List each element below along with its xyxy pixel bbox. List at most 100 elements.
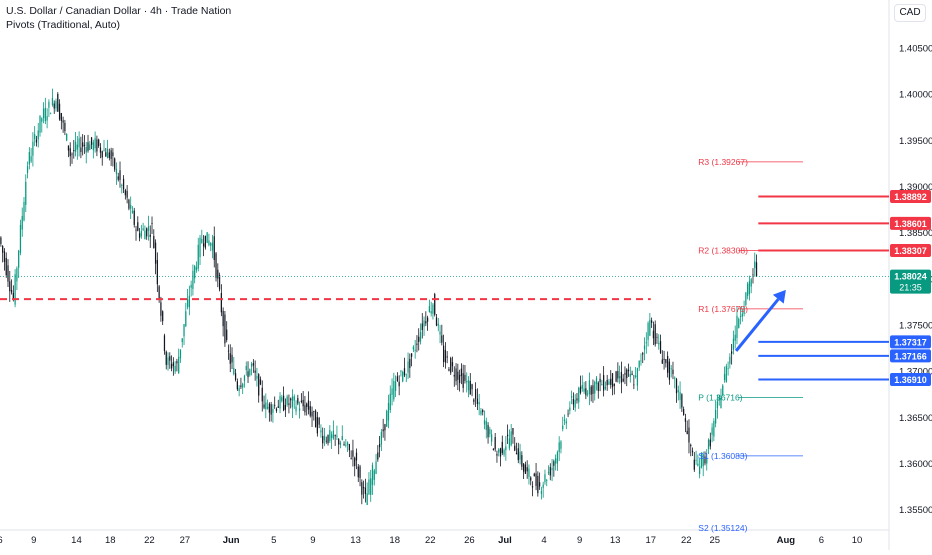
candle-body [309, 406, 311, 416]
candle-body [640, 360, 642, 362]
candle-body [39, 115, 41, 133]
candle-body [508, 438, 511, 449]
candle-body [339, 442, 342, 445]
candle-body [647, 323, 649, 340]
candle-body [462, 373, 464, 388]
candle-body [114, 158, 116, 170]
chart-legend: U.S. Dollar / Canadian Dollar · 4h · Tra… [6, 4, 231, 32]
candle-body [617, 371, 619, 379]
candle-body [34, 134, 36, 140]
y-tick-label: 1.37500 [899, 321, 932, 332]
candle-body [519, 451, 521, 460]
candle-body [185, 311, 187, 327]
candle-body [574, 399, 576, 408]
candle-body [83, 144, 86, 146]
candle-body [281, 397, 283, 401]
candle-body [364, 487, 367, 494]
candle-body [26, 166, 29, 173]
x-tick-label: Jul [498, 535, 512, 546]
candle-body [370, 478, 372, 495]
indicator-label: Pivots (Traditional, Auto) [6, 19, 120, 31]
candle-body [533, 473, 535, 477]
candle-body [23, 201, 25, 221]
candle-body [154, 242, 157, 264]
candle-body [183, 324, 185, 337]
candle-body [439, 331, 441, 335]
candle-body [149, 234, 151, 237]
candle-body [106, 149, 109, 159]
candle-body [441, 335, 443, 343]
candle-body [115, 168, 118, 175]
candle-body [112, 152, 114, 156]
candle-body [25, 181, 27, 205]
level-price-label: 1.38307 [894, 246, 927, 256]
candle-body [718, 397, 720, 401]
x-tick-label: 13 [350, 535, 361, 546]
candle-body [512, 428, 514, 435]
candle-body [471, 384, 473, 390]
candle-body [480, 410, 482, 415]
candle-body [242, 383, 244, 388]
candle-body [355, 452, 358, 461]
candle-body [430, 311, 432, 314]
candle-body [266, 406, 269, 409]
candle-body [117, 176, 119, 180]
candle-body [263, 404, 265, 408]
x-tick-label: 27 [180, 535, 191, 546]
candle-body [553, 461, 555, 466]
candle-body [291, 396, 294, 408]
candle-body [489, 428, 491, 435]
candle-body [620, 372, 623, 383]
candle-body [377, 452, 379, 460]
candle-body [265, 402, 267, 410]
current-price-label: 1.38024 [894, 272, 927, 282]
currency-button[interactable]: CAD [894, 4, 926, 22]
candle-body [53, 103, 55, 109]
candle-body [220, 293, 222, 313]
candle-body [755, 262, 758, 277]
candle-body [105, 152, 107, 157]
candle-body [178, 356, 180, 374]
candle-body [442, 345, 445, 362]
candle-body [514, 445, 516, 451]
candle-body [18, 250, 20, 268]
candle-body [622, 378, 624, 382]
candle-body [492, 448, 495, 451]
candle-body [359, 466, 361, 478]
candle-body [594, 381, 596, 394]
candle-body [748, 281, 751, 295]
candle-body [272, 408, 274, 413]
level-price-tag [890, 244, 931, 258]
candle-body [130, 204, 132, 209]
candle-body [286, 396, 288, 405]
candle-body [451, 362, 454, 367]
candle-body [304, 405, 306, 413]
candle-body [667, 355, 669, 373]
candle-body [658, 342, 660, 345]
candle-body [651, 320, 653, 323]
x-tick-label: 25 [709, 535, 720, 546]
candle-body [30, 156, 32, 162]
level-price-tag [890, 189, 931, 203]
candle-body [643, 345, 646, 350]
candle-body [332, 430, 334, 439]
candle-body [201, 239, 203, 243]
candle-body [613, 383, 615, 386]
candle-body [334, 435, 336, 437]
candle-body [474, 389, 477, 399]
candle-body [556, 452, 559, 464]
candle-body [190, 284, 192, 288]
candle-body [563, 419, 566, 421]
candle-body [626, 369, 628, 379]
candle-body [3, 251, 6, 262]
y-tick-label: 1.36000 [899, 459, 932, 470]
candle-body [711, 427, 713, 435]
candle-body [606, 379, 608, 386]
candle-body [245, 365, 247, 371]
candle-body [547, 472, 550, 473]
candle-body [522, 463, 525, 472]
candle-body [544, 474, 546, 483]
candle-body [119, 170, 121, 180]
